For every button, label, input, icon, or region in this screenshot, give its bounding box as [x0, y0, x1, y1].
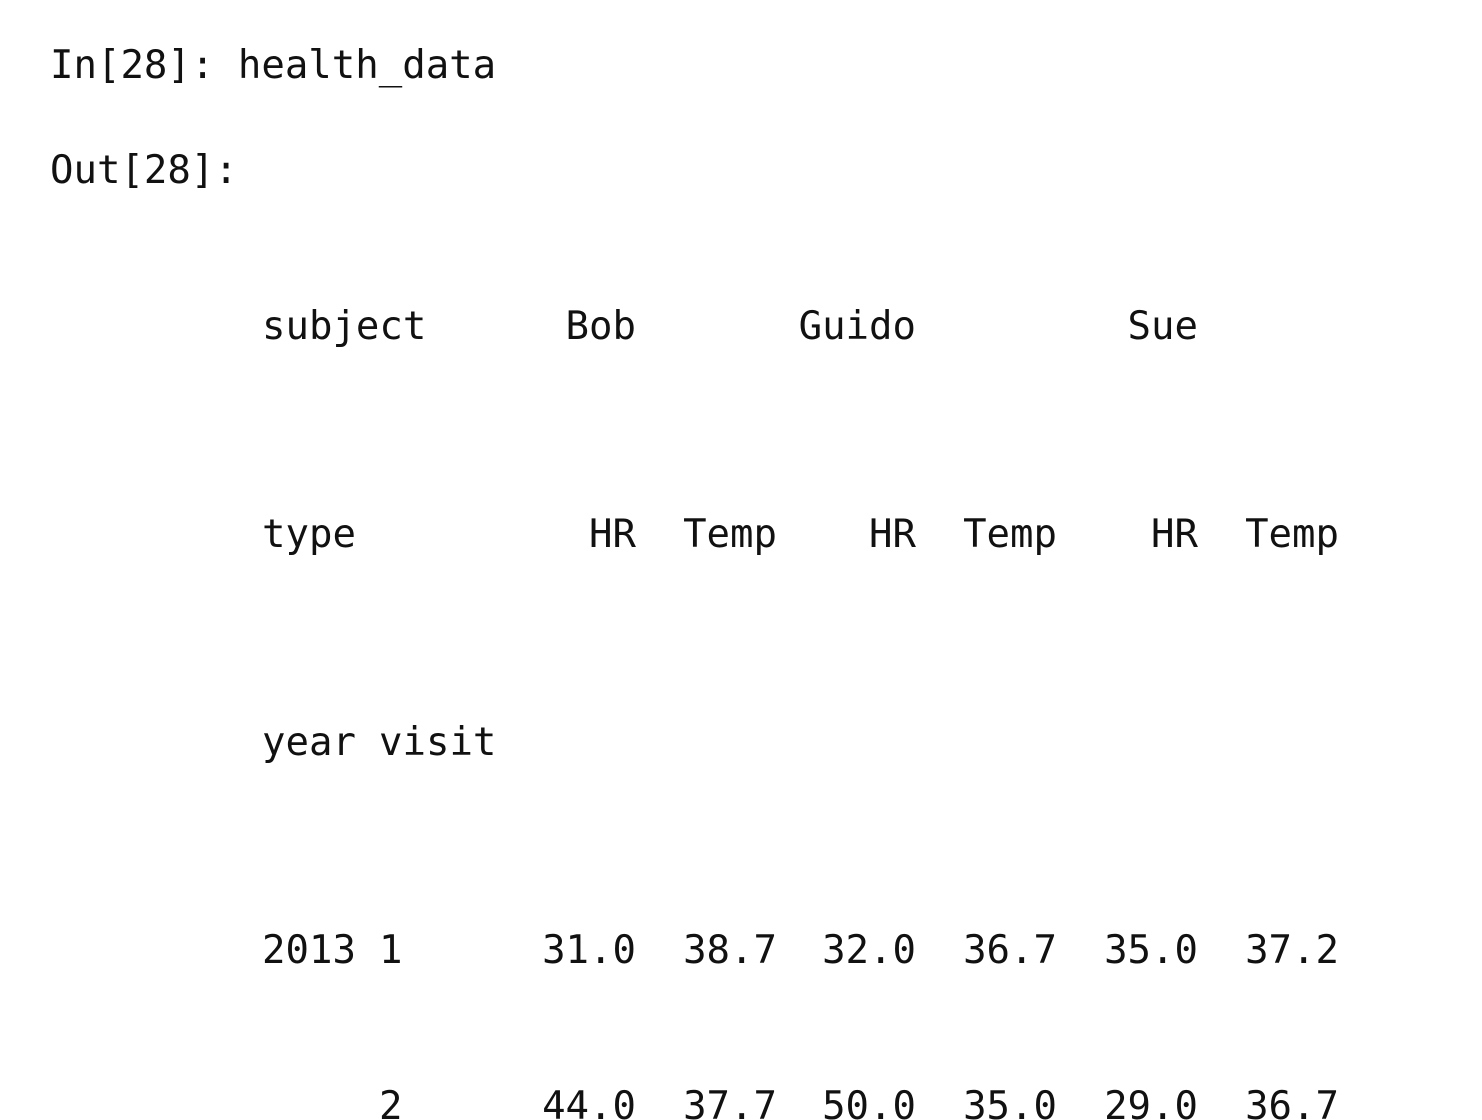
table-cell: 44.0: [542, 1084, 636, 1120]
table-cell: 35.0: [963, 1084, 1057, 1120]
input-line: In[28]: health_data: [50, 40, 496, 92]
index-visit: 1: [379, 928, 403, 973]
column-header: HR: [869, 512, 916, 557]
column-header: HR: [589, 512, 636, 557]
table-cell: 32.0: [822, 928, 916, 973]
table-row: 2013 1 31.0 38.7 32.0 36.7 35.0 37.2: [262, 925, 1339, 977]
table-cell: 50.0: [822, 1084, 916, 1120]
table-cell: 35.0: [1104, 928, 1198, 973]
index-visit: 2: [379, 1084, 403, 1120]
column-header: Temp: [683, 512, 777, 557]
header-row-subject: subject Bob Guido Sue: [262, 301, 1198, 353]
table-cell: 37.2: [1245, 928, 1339, 973]
table-cell: 31.0: [542, 928, 636, 973]
column-level-label: subject: [262, 304, 427, 349]
column-header: Temp: [1245, 512, 1339, 557]
output-prompt: Out[28]:: [50, 148, 238, 193]
index-name-year: year: [262, 720, 356, 765]
table-row: 2 44.0 37.7 50.0 35.0 29.0 36.7: [262, 1081, 1339, 1120]
index-name-visit: visit: [379, 720, 497, 765]
table-cell: 36.7: [1245, 1084, 1339, 1120]
table-cell: 37.7: [683, 1084, 777, 1120]
table-cell: 38.7: [683, 928, 777, 973]
table-cell: 29.0: [1104, 1084, 1198, 1120]
index-names-row: year visit: [262, 717, 496, 769]
column-header: Bob: [565, 304, 636, 349]
column-level-label: type: [262, 512, 356, 557]
header-row-type: type HR Temp HR Temp HR Temp: [262, 509, 1339, 561]
index-year: 2013: [262, 928, 356, 973]
column-header: Guido: [798, 304, 916, 349]
column-header: Temp: [963, 512, 1057, 557]
input-code: health_data: [237, 43, 497, 88]
table-cell: 36.7: [963, 928, 1057, 973]
input-prompt: In[28]:: [50, 43, 215, 88]
column-header: Sue: [1127, 304, 1198, 349]
dataframe-output: subject Bob Guido Sue type HR Temp HR Te…: [262, 145, 1339, 1120]
column-header: HR: [1151, 512, 1198, 557]
